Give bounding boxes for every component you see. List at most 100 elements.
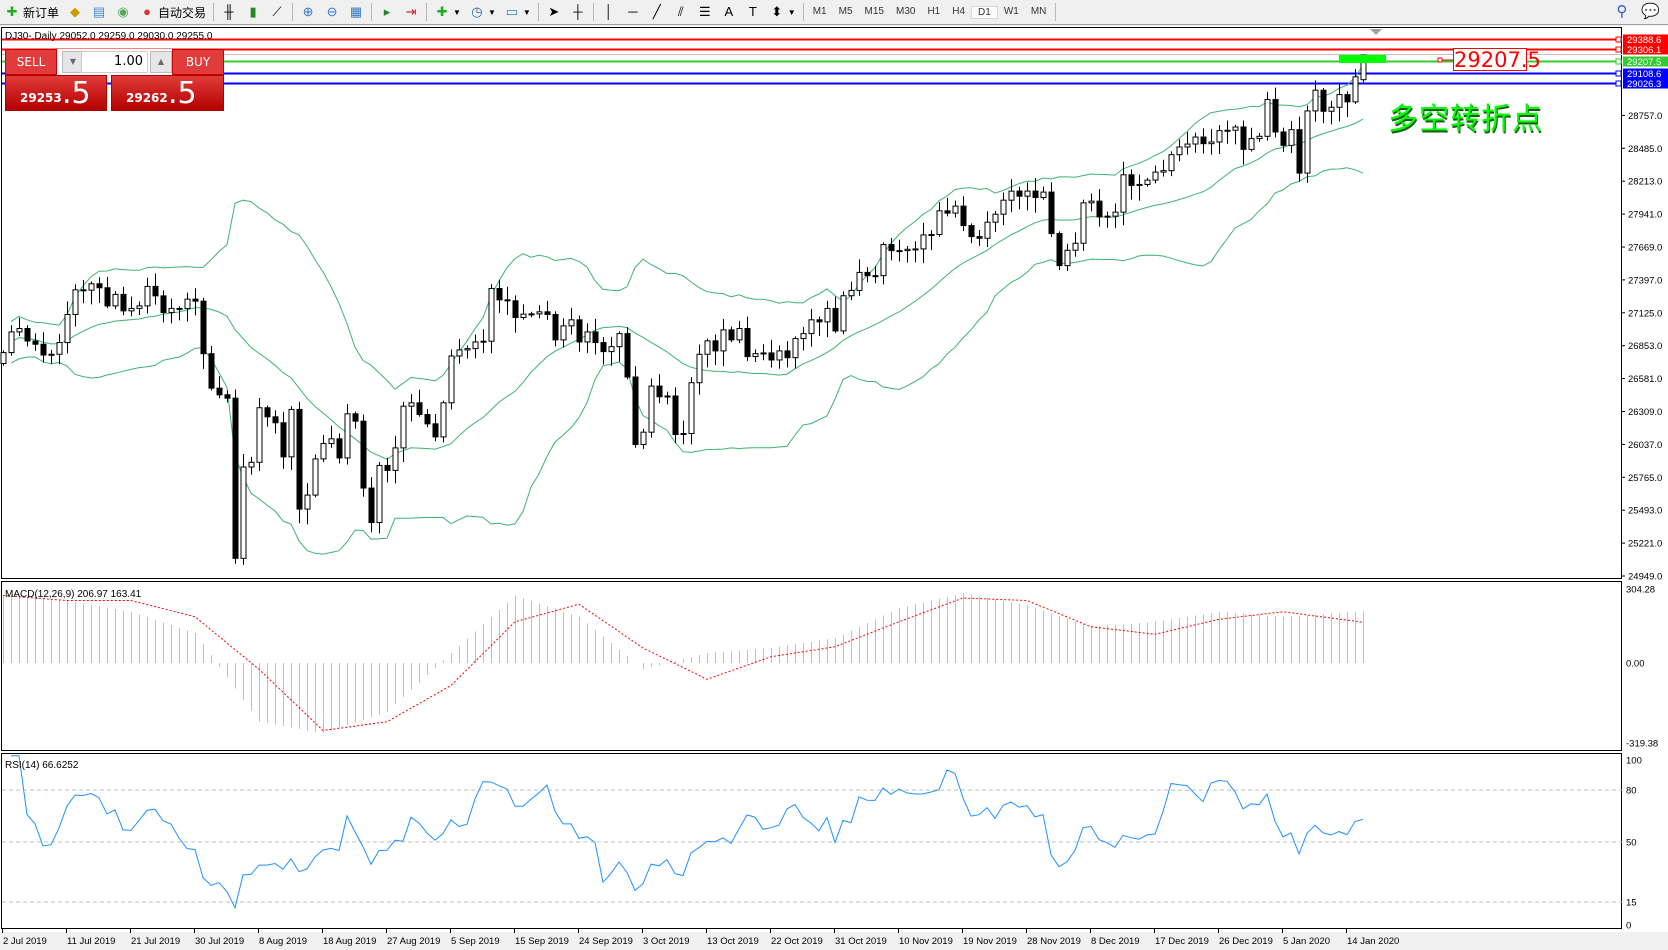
price-label-29207[interactable]: 29207.5 <box>1453 48 1541 72</box>
turning-point-text[interactable]: 多空转折点 <box>1388 102 1543 137</box>
candle[interactable] <box>264 407 271 418</box>
candle[interactable] <box>1328 106 1335 112</box>
candle[interactable] <box>528 313 535 316</box>
sell-price[interactable]: 29253 .5 <box>5 75 107 111</box>
tile-windows-button[interactable]: ▦ <box>344 1 368 23</box>
candle[interactable] <box>248 461 255 468</box>
periods-button[interactable]: ◷ ▼ <box>465 1 500 23</box>
candle[interactable] <box>624 333 631 378</box>
candle[interactable] <box>576 319 583 343</box>
candle[interactable] <box>1216 130 1223 143</box>
candle[interactable] <box>344 413 351 459</box>
chart-shift-button[interactable]: ⇥ <box>399 1 423 23</box>
candle[interactable] <box>504 299 511 302</box>
candle[interactable] <box>752 353 759 358</box>
candle[interactable] <box>392 447 399 471</box>
candle[interactable] <box>760 352 767 355</box>
candle[interactable] <box>1048 191 1055 235</box>
candle[interactable] <box>1040 191 1047 199</box>
candle[interactable] <box>368 487 375 524</box>
candle[interactable] <box>856 271 863 291</box>
timeframe-d1[interactable]: D1 <box>971 5 998 19</box>
candle[interactable] <box>456 349 463 357</box>
candle[interactable] <box>992 213 999 223</box>
candle[interactable] <box>552 313 559 341</box>
candle-chart-button[interactable]: ▮ <box>241 1 265 23</box>
candle[interactable] <box>272 416 279 424</box>
candle[interactable] <box>1264 99 1271 137</box>
candle[interactable] <box>72 289 79 315</box>
candle[interactable] <box>1144 179 1151 185</box>
candle[interactable] <box>1096 200 1103 218</box>
timeframe-m1[interactable]: M1 <box>812 5 827 17</box>
candle[interactable] <box>200 300 207 355</box>
candle[interactable] <box>904 248 911 252</box>
candle[interactable] <box>1136 183 1143 186</box>
candle[interactable] <box>80 289 87 292</box>
candle[interactable] <box>720 329 727 352</box>
candle[interactable] <box>880 244 887 277</box>
candle[interactable] <box>712 340 719 352</box>
candle[interactable] <box>680 433 687 436</box>
candle[interactable] <box>280 422 287 458</box>
candle[interactable] <box>8 331 15 354</box>
candle[interactable] <box>1064 249 1071 267</box>
timeframe-m15[interactable]: M15 <box>864 5 884 17</box>
search-icon[interactable]: ⚲ <box>1616 3 1628 20</box>
candle[interactable] <box>56 342 63 355</box>
candle[interactable] <box>960 205 967 227</box>
timeframe-m30[interactable]: M30 <box>895 5 916 17</box>
candle[interactable] <box>808 319 815 335</box>
zoom-in-button[interactable]: ⊕ <box>296 1 320 23</box>
candle[interactable] <box>16 328 23 333</box>
candle[interactable] <box>1056 233 1063 267</box>
terminal-button[interactable]: ▤ <box>87 1 111 23</box>
candle[interactable] <box>1160 170 1167 173</box>
timeframe-w1[interactable]: W1 <box>1003 5 1019 17</box>
level-handle[interactable] <box>1615 70 1622 77</box>
candle[interactable] <box>144 285 151 307</box>
candle[interactable] <box>800 333 807 340</box>
candle[interactable] <box>184 298 191 309</box>
candle[interactable] <box>360 420 367 489</box>
candle[interactable] <box>1200 136 1207 145</box>
text-label-button[interactable]: T <box>741 1 765 23</box>
candle[interactable] <box>792 338 799 359</box>
candle[interactable] <box>408 402 415 407</box>
candle[interactable] <box>768 352 775 361</box>
candle[interactable] <box>208 353 215 389</box>
candle[interactable] <box>432 423 439 438</box>
candle[interactable] <box>784 350 791 359</box>
candle[interactable] <box>920 234 927 250</box>
candle[interactable] <box>976 236 983 239</box>
candle[interactable] <box>672 395 679 435</box>
candle[interactable] <box>88 283 95 291</box>
candle[interactable] <box>1336 94 1343 108</box>
candle[interactable] <box>560 325 567 341</box>
candle[interactable] <box>1184 143 1191 148</box>
candle[interactable] <box>952 205 959 214</box>
candle[interactable] <box>584 331 591 343</box>
candle[interactable] <box>704 340 711 355</box>
candle[interactable] <box>648 385 655 433</box>
candle[interactable] <box>984 221 991 239</box>
timeframe-h4[interactable]: H4 <box>952 5 966 17</box>
price-label-anchor[interactable] <box>1437 57 1443 63</box>
candle[interactable] <box>872 275 879 278</box>
timeframe-mn[interactable]: MN <box>1030 5 1047 17</box>
cursor-button[interactable]: ➤ <box>542 1 566 23</box>
candle[interactable] <box>944 210 951 214</box>
candle[interactable] <box>888 244 895 252</box>
candle[interactable] <box>728 329 735 341</box>
timeframe-m5[interactable]: M5 <box>838 5 853 17</box>
candle[interactable] <box>416 402 423 416</box>
candle[interactable] <box>1080 202 1087 244</box>
candle[interactable] <box>480 340 487 343</box>
candle[interactable] <box>256 407 263 463</box>
candle[interactable] <box>304 494 311 510</box>
candle[interactable] <box>1288 129 1295 146</box>
candle[interactable] <box>1192 136 1199 145</box>
candle[interactable] <box>592 331 599 344</box>
candle[interactable] <box>1344 94 1351 103</box>
